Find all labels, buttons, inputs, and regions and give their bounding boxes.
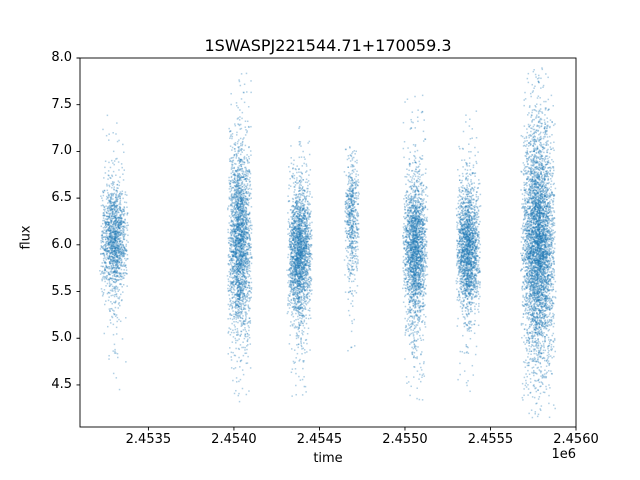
y-tick-label: 6.0 — [51, 236, 72, 252]
x-tick-label: 2.4535 — [125, 432, 172, 447]
y-tick-label: 7.0 — [51, 143, 72, 159]
x-tick-label: 2.4550 — [382, 432, 428, 447]
y-tick-label: 7.5 — [51, 96, 72, 112]
y-tick-label: 6.5 — [51, 190, 72, 206]
x-tick-label: 2.4545 — [296, 432, 343, 447]
x-tick-label: 2.4555 — [467, 432, 514, 447]
y-tick-label: 5.5 — [51, 283, 72, 299]
x-axis-label: time — [313, 451, 343, 466]
x-tick-label: 2.4560 — [553, 432, 599, 447]
y-tick-label: 5.0 — [51, 330, 72, 346]
y-tick-label: 4.5 — [51, 376, 72, 392]
axis-offset-label: 1e6 — [551, 447, 576, 462]
chart-title: 1SWASPJ221544.71+170059.3 — [204, 36, 452, 55]
y-tick-label: 8.0 — [51, 50, 72, 65]
x-tick-label: 2.4540 — [211, 432, 257, 447]
